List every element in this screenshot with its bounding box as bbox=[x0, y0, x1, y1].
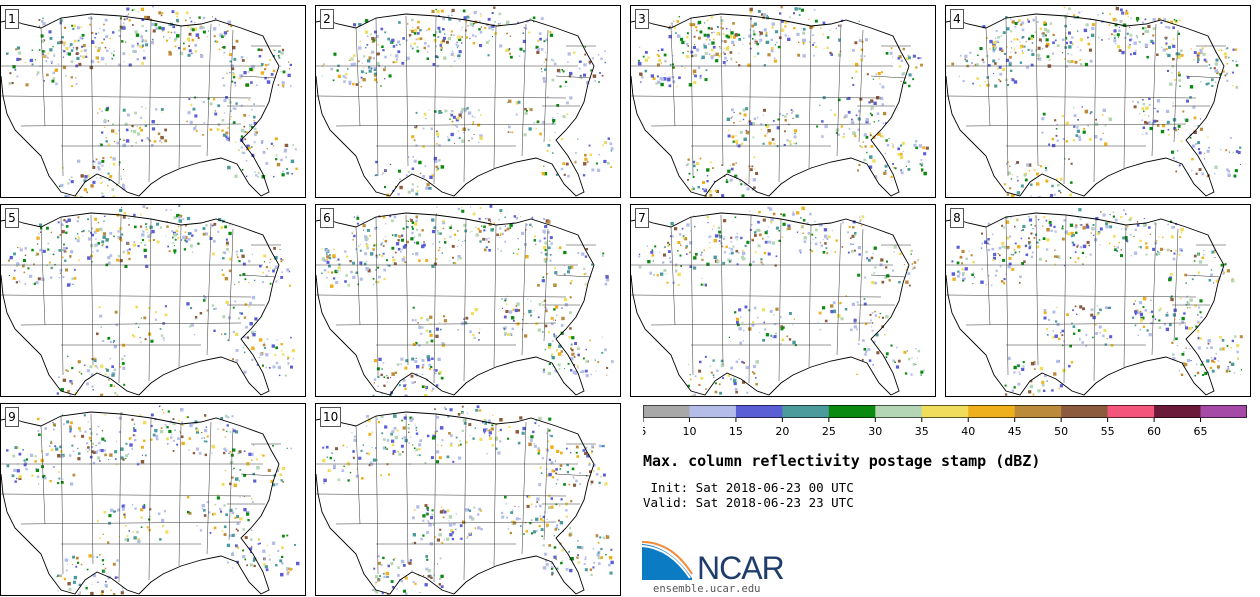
map-panel-10: 10 bbox=[315, 403, 621, 596]
coastline bbox=[1, 13, 280, 197]
panel-number-label: 10 bbox=[320, 407, 342, 427]
colorbar-bin bbox=[782, 405, 830, 418]
panel-number-label: 9 bbox=[5, 407, 19, 427]
us-map-1 bbox=[1, 6, 298, 197]
colorbar-bin bbox=[875, 405, 923, 418]
us-map-4 bbox=[946, 6, 1242, 197]
map-panel-5: 5 bbox=[0, 204, 306, 397]
colorbar-bin bbox=[1154, 405, 1201, 418]
reflectivity-field bbox=[6, 405, 300, 595]
coastline bbox=[1, 411, 280, 595]
colorbar-bin bbox=[689, 405, 737, 418]
colorbar-tick-label: 20 bbox=[775, 425, 789, 438]
colorbar-bin bbox=[828, 405, 876, 418]
reflectivity-colorbar: 5 10 15 20 25 30 35 40 45 50 55 60 65 bbox=[643, 405, 1247, 438]
reflectivity-field bbox=[637, 6, 929, 197]
colorbar-bin bbox=[1107, 405, 1155, 418]
coastline bbox=[631, 13, 910, 197]
us-map-5 bbox=[1, 205, 295, 396]
colorbar-tick-label: 15 bbox=[729, 425, 743, 438]
panel-number-label: 6 bbox=[320, 208, 334, 228]
reflectivity-field bbox=[322, 6, 614, 197]
colorbar-tick-label: 5 bbox=[643, 425, 647, 438]
valid-time: Valid: Sat 2018-06-23 23 UTC bbox=[643, 495, 854, 510]
coastline bbox=[946, 212, 1225, 396]
map-panel-8: 8 bbox=[945, 204, 1251, 397]
colorbar-bin bbox=[643, 405, 690, 418]
coastline bbox=[946, 13, 1225, 197]
map-panel-6: 6 bbox=[315, 204, 621, 397]
colorbar-tick-label: 35 bbox=[915, 425, 929, 438]
reflectivity-field bbox=[6, 6, 298, 197]
map-panel-2: 2 bbox=[315, 5, 621, 198]
us-map-7 bbox=[631, 206, 925, 396]
us-map-3 bbox=[631, 6, 929, 197]
reflectivity-field bbox=[7, 205, 295, 396]
colorbar-tick-label: 40 bbox=[961, 425, 975, 438]
colorbar-bin bbox=[1014, 405, 1062, 418]
us-map-2 bbox=[316, 6, 614, 197]
reflectivity-field bbox=[322, 405, 614, 595]
coastline bbox=[316, 411, 595, 595]
map-panel-9: 9 bbox=[0, 403, 306, 596]
panel-number-label: 3 bbox=[635, 9, 649, 29]
colorbar-tick-label: 60 bbox=[1147, 425, 1161, 438]
us-map-10 bbox=[316, 405, 614, 595]
panel-number-label: 5 bbox=[5, 208, 19, 228]
map-panel-7: 7 bbox=[630, 204, 936, 397]
figure-title: Max. column reflectivity postage stamp (… bbox=[643, 452, 1041, 470]
init-time: Init: Sat 2018-06-23 00 UTC bbox=[643, 480, 854, 495]
us-map-6 bbox=[316, 205, 614, 396]
reflectivity-field bbox=[321, 205, 614, 396]
coastline bbox=[1, 212, 280, 396]
coastline bbox=[316, 13, 595, 197]
coastline bbox=[316, 212, 595, 396]
reflectivity-field bbox=[951, 6, 1242, 197]
map-panel-3: 3 bbox=[630, 5, 936, 198]
panel-number-label: 8 bbox=[950, 208, 964, 228]
ncar-logo-icon bbox=[642, 541, 693, 580]
colorbar-tick-label: 25 bbox=[822, 425, 836, 438]
panel-number-label: 1 bbox=[5, 9, 19, 29]
panel-number-label: 7 bbox=[635, 208, 649, 228]
us-map-8 bbox=[946, 208, 1243, 396]
colorbar-bin bbox=[1061, 405, 1108, 418]
ncar-logo-text: NCAR bbox=[697, 550, 785, 586]
us-map-9 bbox=[1, 405, 300, 595]
map-panel-1: 1 bbox=[0, 5, 306, 198]
panel-number-label: 4 bbox=[950, 9, 964, 29]
map-panel-4: 4 bbox=[945, 5, 1251, 198]
ensemble-url: ensemble.ucar.edu bbox=[653, 583, 761, 595]
reflectivity-field bbox=[951, 208, 1243, 396]
colorbar-tick-label: 65 bbox=[1194, 425, 1208, 438]
colorbar-tick-label: 55 bbox=[1101, 425, 1115, 438]
panel-number-label: 2 bbox=[320, 9, 334, 29]
colorbar-tick-label: 10 bbox=[682, 425, 696, 438]
colorbar-tick-label: 50 bbox=[1054, 425, 1068, 438]
colorbar-bin bbox=[921, 405, 969, 418]
colorbar-bin bbox=[735, 405, 783, 418]
colorbar-tick-label: 45 bbox=[1008, 425, 1022, 438]
colorbar-bin bbox=[1200, 405, 1247, 418]
coastline bbox=[631, 212, 910, 396]
colorbar-tick-label: 30 bbox=[868, 425, 882, 438]
reflectivity-field bbox=[638, 206, 925, 396]
colorbar-bin bbox=[968, 405, 1015, 418]
